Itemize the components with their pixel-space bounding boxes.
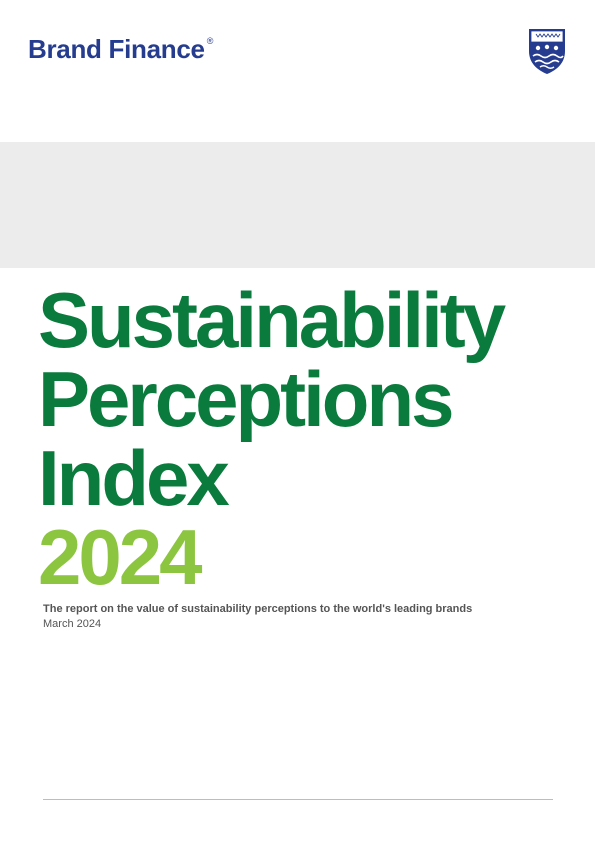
report-year: 2024: [38, 513, 203, 601]
shield-crest-icon: [529, 29, 565, 74]
report-date: March 2024: [43, 618, 102, 630]
registered-mark: ®: [206, 36, 214, 46]
title-line: Perceptions: [38, 355, 454, 443]
footer-divider: [43, 799, 553, 800]
header-band: [0, 142, 595, 268]
brand-finance-logo: Brand Finance ®: [28, 36, 213, 62]
logo-text: Brand Finance: [28, 34, 205, 64]
title-line: Index: [38, 434, 230, 522]
report-title: Sustainability Perceptions Index: [38, 276, 506, 522]
title-line: Sustainability: [38, 276, 506, 364]
report-subtitle: The report on the value of sustainabilit…: [43, 603, 473, 615]
